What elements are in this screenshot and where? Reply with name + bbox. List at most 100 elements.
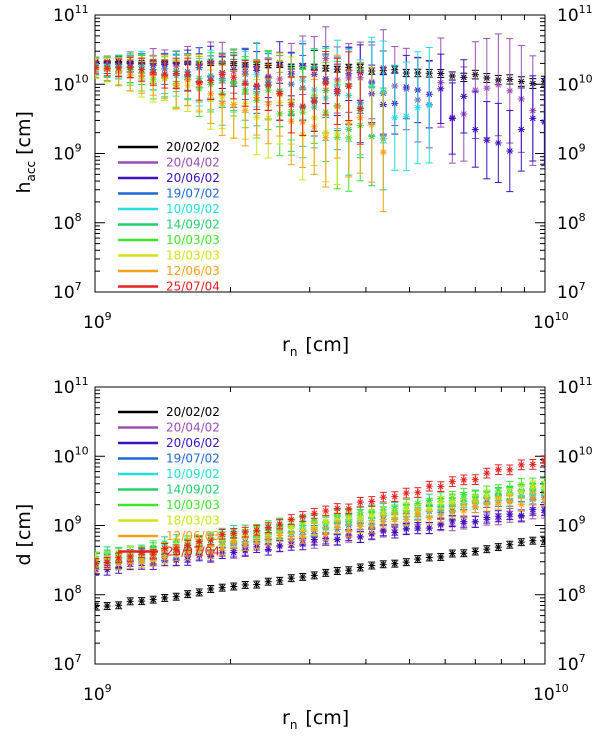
- y-tick-exponent: 7: [579, 280, 586, 293]
- y-tick-base: 10: [53, 214, 75, 234]
- y-axis-symbol: h: [13, 181, 35, 193]
- marker-stroke: [495, 544, 502, 550]
- y-tick-base: 10: [53, 517, 75, 537]
- data-point: [483, 136, 491, 144]
- marker-stroke: [506, 511, 513, 517]
- series-14-09-02: [95, 481, 545, 566]
- legend-label: 18/03/03: [166, 249, 220, 263]
- y-tick-label-right: 1011: [557, 375, 593, 398]
- x-tick-exponent: 9: [105, 310, 112, 323]
- data-point: [333, 87, 341, 95]
- marker-stroke: [414, 500, 421, 507]
- legend-label: 20/06/02: [166, 171, 220, 185]
- y-tick-base: 10: [557, 214, 579, 234]
- marker-stroke: [460, 518, 467, 525]
- data-point: [448, 550, 456, 558]
- data-point: [448, 115, 456, 123]
- data-point: [161, 70, 169, 78]
- data-point: [425, 524, 433, 532]
- legend-label: 19/07/02: [166, 187, 220, 201]
- y-tick-label-left: 108: [53, 211, 82, 234]
- plot-frame: [94, 386, 546, 665]
- marker-stroke: [173, 70, 180, 77]
- marker-stroke: [518, 512, 525, 519]
- y-tick-base: 10: [53, 655, 75, 675]
- marker-stroke: [483, 514, 490, 521]
- y-tick-exponent: 9: [75, 142, 82, 155]
- marker-stroke: [357, 534, 364, 540]
- data-point: [540, 118, 545, 126]
- legend-label: 25/07/04: [166, 280, 220, 294]
- y-tick-exponent: 8: [75, 583, 82, 596]
- y-tick-base: 10: [53, 586, 75, 606]
- y-tick-exponent: 9: [579, 514, 586, 527]
- data-point: [138, 597, 146, 605]
- data-point: [356, 105, 364, 113]
- marker-stroke: [334, 568, 341, 574]
- marker-stroke: [219, 100, 226, 107]
- data-point: [425, 101, 433, 109]
- marker-stroke: [506, 87, 513, 94]
- data-point: [460, 549, 468, 557]
- data-point: [195, 588, 203, 596]
- marker-stroke: [276, 577, 283, 584]
- data-point: [460, 491, 468, 499]
- marker-stroke: [95, 64, 99, 69]
- series-10-09-02: [95, 482, 545, 570]
- y-tick-base: 10: [557, 655, 579, 675]
- data-point: [299, 102, 307, 110]
- series-20-06-02: [95, 503, 545, 576]
- y-tick-exponent: 8: [579, 583, 586, 596]
- data-point: [264, 546, 272, 554]
- marker-stroke: [437, 554, 444, 560]
- marker-stroke: [104, 65, 111, 72]
- marker-stroke: [127, 64, 134, 71]
- marker-stroke: [541, 508, 545, 513]
- y-axis-unit: [cm]: [13, 504, 35, 548]
- y-tick-label-right: 108: [557, 211, 586, 234]
- marker-stroke: [495, 488, 502, 494]
- y-tick-exponent: 10: [75, 444, 89, 457]
- data-point: [333, 567, 341, 575]
- data-point: [448, 517, 456, 525]
- series-14-09-02: [95, 47, 387, 191]
- data-point: [149, 69, 157, 77]
- data-point: [494, 543, 502, 551]
- marker-stroke: [276, 90, 283, 97]
- marker-stroke: [426, 102, 433, 109]
- marker-stroke: [196, 589, 203, 596]
- y-tick-label-left: 1011: [53, 3, 89, 26]
- marker-stroke: [196, 79, 203, 86]
- marker-stroke: [345, 83, 352, 89]
- series-20-02-02: [95, 536, 545, 611]
- marker-stroke: [460, 491, 467, 498]
- y-tick-exponent: 11: [75, 3, 89, 16]
- marker-stroke: [529, 506, 536, 513]
- marker-stroke: [115, 65, 122, 71]
- data-point: [218, 100, 226, 108]
- y-tick-label-right: 1010: [557, 72, 593, 95]
- data-point: [230, 582, 238, 590]
- marker-stroke: [207, 586, 214, 592]
- data-point: [356, 533, 364, 541]
- marker-stroke: [299, 541, 306, 548]
- y-tick-exponent: 8: [75, 211, 82, 224]
- legend-label: 10/09/02: [166, 202, 220, 216]
- y-tick-base: 10: [557, 586, 579, 606]
- marker-stroke: [414, 556, 421, 562]
- marker-stroke: [230, 101, 237, 108]
- data-point: [184, 71, 192, 79]
- x-tick-label: 109: [83, 310, 112, 333]
- data-point: [103, 64, 111, 72]
- marker-stroke: [391, 529, 398, 536]
- y-tick-label-right: 1010: [557, 444, 593, 467]
- data-point: [506, 510, 514, 518]
- y-tick-base: 10: [53, 75, 75, 95]
- marker-stroke: [403, 559, 410, 566]
- data-point: [460, 518, 468, 526]
- y-tick-label-right: 1011: [557, 3, 593, 26]
- legend-label: 20/02/02: [166, 140, 220, 154]
- series-20-04-02: [95, 506, 545, 576]
- data-point: [391, 528, 399, 536]
